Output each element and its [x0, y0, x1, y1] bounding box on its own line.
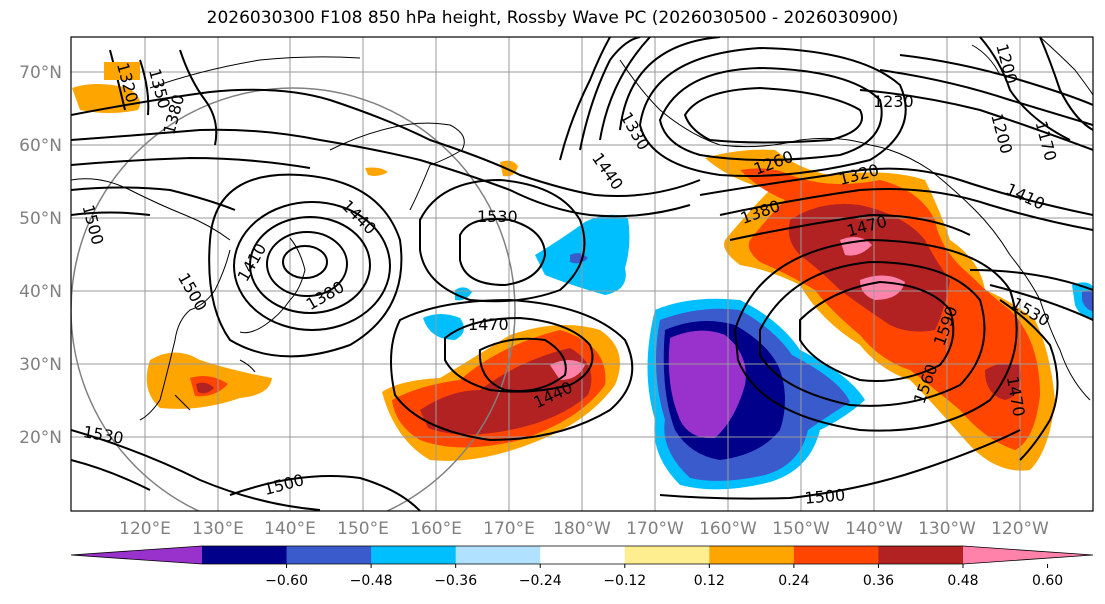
colorbar-segment [286, 546, 372, 564]
lon-label: 120°W [991, 519, 1049, 539]
lat-label: 50°N [19, 209, 62, 229]
colorbar-tick-label: 0.12 [694, 573, 725, 589]
colorbar-segment [624, 546, 710, 564]
colorbar-tick-label: −0.60 [265, 573, 308, 589]
lon-label: 150°W [772, 519, 830, 539]
lat-label: 20°N [19, 428, 62, 448]
colorbar-tick-label: 0.60 [1032, 573, 1063, 589]
colorbar-tick-label: 0.24 [778, 573, 809, 589]
contour-label: 1530 [477, 207, 518, 226]
lon-label: 170°E [483, 519, 535, 539]
lat-label: 30°N [19, 355, 62, 375]
lon-label: 120°E [119, 519, 171, 539]
contour-label: 1500 [804, 485, 846, 507]
lon-label: 140°E [264, 519, 316, 539]
colorbar-tick-label: −0.12 [603, 573, 646, 589]
map-title: 2026030300 F108 850 hPa height, Rossby W… [206, 8, 899, 28]
anomaly-shading [72, 84, 1093, 490]
colorbar-segment [371, 546, 457, 564]
longitude-labels: 120°E 130°E 140°E 150°E 160°E 170°E 180°… [119, 519, 1049, 539]
lon-label: 130°E [192, 519, 244, 539]
latitude-labels: 70°N 60°N 50°N 40°N 30°N 20°N [19, 63, 62, 448]
colorbar-segment [455, 546, 541, 564]
colorbar-max-arrow [963, 546, 1093, 564]
colorbar-segment [202, 546, 288, 564]
colorbar-segment [709, 546, 795, 564]
lon-label: 160°W [699, 519, 757, 539]
colorbar: −0.60 −0.48 −0.36 −0.24 −0.12 0.12 0.24 0.36 0.4… [70, 545, 1094, 589]
lon-label: 160°E [410, 519, 462, 539]
height-contours [71, 37, 1093, 511]
lon-label: 140°W [845, 519, 903, 539]
lon-label: 130°W [918, 519, 976, 539]
map-frame [70, 36, 1094, 512]
colorbar-tick-label: 0.36 [863, 573, 894, 589]
lon-label: 180°W [553, 519, 611, 539]
colorbar-segment [540, 546, 626, 564]
contour-label: 1470 [468, 315, 509, 334]
colorbar-tick-label: 0.48 [947, 573, 978, 589]
lon-label: 150°E [337, 519, 389, 539]
colorbar-outline [70, 545, 1094, 565]
lat-label: 60°N [19, 136, 62, 156]
lat-label: 40°N [19, 282, 62, 302]
colorbar-min-extend [71, 546, 202, 564]
great-circle-ring [71, 87, 516, 511]
coastlines [71, 37, 1093, 421]
lat-label: 70°N [19, 63, 62, 83]
colorbar-tick-label: −0.24 [519, 573, 562, 589]
lon-label: 170°W [626, 519, 684, 539]
colorbar-tick-label: −0.36 [434, 573, 477, 589]
contour-label: 1230 [873, 92, 914, 111]
colorbar-tick-label: −0.48 [350, 573, 393, 589]
contour-labels: 1320 1350 1380 1330 1230 1200 1200 1170 … [79, 42, 1061, 508]
colorbar-segment [793, 546, 879, 564]
colorbar-segment [878, 546, 964, 564]
